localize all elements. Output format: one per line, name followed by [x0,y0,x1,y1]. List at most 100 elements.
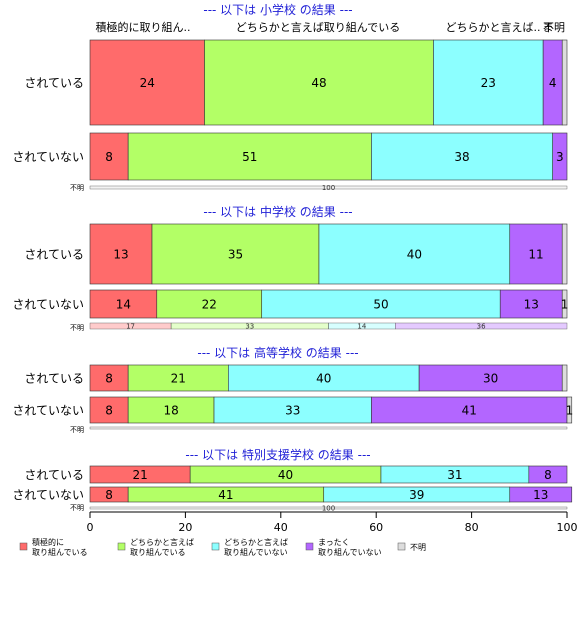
bar-segment [89,132,129,181]
row-label: されている [24,248,84,262]
data-label: 14 [357,323,366,331]
column-headers: 積極的に取り組ん.. どちらかと言えば取り組んでいる どちらかと言えば.. ま不明 [96,20,566,34]
column-header: どちらかと言えば取り組んでいる [236,21,400,34]
data-label: 17 [126,323,135,331]
bar-segment [566,396,573,424]
legend-label: 取り組んでいない [224,547,288,557]
panel-title: --- 以下は 小学校 の結果 --- [203,2,352,17]
legend-swatch [305,542,314,551]
data-label: 36 [477,323,486,331]
bar-segment [89,39,205,126]
bar-segment [561,364,568,392]
legend: 積極的に取り組んでいるどちらかと言えば取り組んでいるどちらかと言えば取り組んでい… [19,537,426,557]
data-label: 8 [105,404,113,418]
x-tick-label: 20 [178,521,192,534]
data-label: 33 [285,404,300,418]
data-label: 40 [407,248,422,262]
data-label: 35 [228,248,243,262]
data-label: 11 [528,248,543,262]
data-label: 14 [116,298,131,312]
legend-swatch [19,542,28,551]
data-label: 51 [242,150,257,164]
data-label: 38 [454,150,469,164]
bar-segment [89,396,129,424]
row-label-unknown: 不明 [70,504,84,512]
data-label: 39 [409,488,424,502]
panel-title: --- 以下は 高等学校 の結果 --- [197,345,358,360]
bar-segment [151,223,320,285]
bar-segment [127,132,372,181]
bar-segment [89,289,158,319]
bar-segment [127,364,229,392]
x-tick-label: 40 [274,521,288,534]
data-label: 33 [245,323,254,331]
legend-label: 積極的に [32,537,64,547]
data-label: 8 [105,372,113,386]
data-label: 21 [171,372,186,386]
data-label: 40 [316,372,331,386]
unknown-bar [89,426,568,430]
bar-segment [89,506,568,510]
legend-label: まったく [318,538,350,547]
data-label: 1 [566,404,574,418]
data-label: 18 [163,404,178,418]
legend-label: 取り組んでいる [130,547,186,557]
row-label: されている [24,372,84,386]
data-label: 41 [462,404,477,418]
bar-segment [433,39,544,126]
data-label: 8 [105,488,113,502]
row-label: されていない [12,298,84,312]
row-label: されていない [12,150,84,164]
bar-segment [261,289,501,319]
column-header: 積極的に取り組ん.. [96,20,191,34]
unknown-bar: 17 33 14 36 [89,322,568,331]
legend-item: 不明 [397,542,426,552]
row-label-unknown: 不明 [70,324,84,332]
data-label: 13 [113,248,128,262]
row-label: されていない [12,488,84,502]
bar-segment [371,396,568,424]
legend-label: 取り組んでいる [32,547,88,557]
data-label: 8 [105,150,113,164]
data-label: 13 [524,298,539,312]
panel-title: --- 以下は 特別支援学校 の結果 --- [185,447,370,462]
unknown-bar: 100 [89,505,568,513]
bar-segment [318,223,511,285]
legend-swatch [397,542,406,551]
bar-segment [499,289,563,319]
row-label-unknown: 不明 [70,426,84,434]
data-label: 3 [556,150,564,164]
data-label: 100 [322,505,335,513]
column-header: 不明 [543,21,565,34]
bar-segment [228,364,420,392]
data-label: 4 [549,76,557,90]
legend-label: どちらかと言えば [130,537,194,547]
row-label: されている [24,468,84,482]
x-tick-label: 100 [557,521,578,534]
bar-segment [528,465,568,484]
legend-label: 不明 [410,543,426,552]
panel: --- 以下は 中学校 の結果 --- されている 13 35 40 11 されていない 14… [12,204,568,332]
column-header: ま [543,21,554,34]
data-label: 50 [373,298,388,312]
data-label: 24 [140,76,155,90]
bar-segment [89,223,153,285]
data-label: 100 [322,184,335,192]
unknown-bar: 100 [89,184,568,192]
bar-segment [89,426,568,430]
data-label: 41 [218,488,233,502]
panel: --- 以下は 特別支援学校 の結果 --- されている 21 40 31 8 されていない… [12,447,573,513]
bar-segment [156,289,263,319]
data-label: 40 [278,468,293,482]
bar-segment [561,289,568,319]
legend-swatch [211,542,220,551]
bar-segment [509,486,573,503]
data-label: 1 [561,298,569,312]
bar-segment [395,322,568,330]
x-tick-label: 60 [369,521,383,534]
data-label: 31 [447,468,462,482]
bar-segment [561,39,568,126]
row-label: されている [24,76,84,90]
